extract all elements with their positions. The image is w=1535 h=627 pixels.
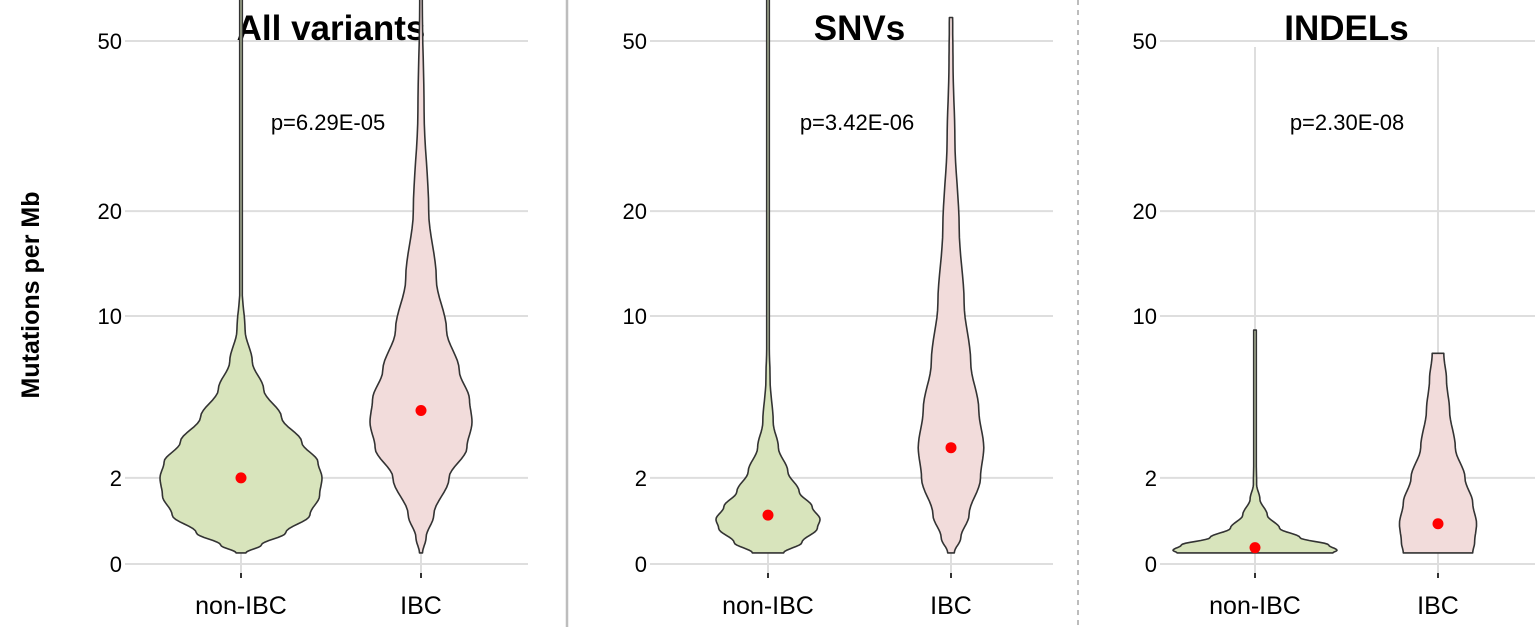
- mean-point-non-IBC: [1249, 542, 1261, 554]
- y-tick-label: 0: [1145, 552, 1157, 577]
- panel-title: SNVs: [814, 9, 905, 48]
- y-axis-label: Mutations per Mb: [17, 192, 45, 399]
- p-value-annotation: p=3.42E-06: [800, 110, 914, 135]
- panels: 02102050100All variantsnon-IBCIBCp=6.29E…: [98, 0, 1535, 620]
- p-value-annotation: p=2.30E-08: [1290, 110, 1404, 135]
- violin-IBC: [1398, 352, 1478, 554]
- y-tick-label: 2: [1145, 466, 1157, 491]
- violin-IBC: [369, 0, 473, 554]
- x-tick-label: non-IBC: [195, 592, 287, 620]
- y-tick-label: 0: [110, 552, 122, 577]
- x-tick-label: IBC: [930, 592, 972, 620]
- y-tick-label: 20: [1133, 199, 1157, 224]
- y-tick-label: 50: [1133, 29, 1157, 54]
- panel-title: All variants: [237, 9, 426, 48]
- x-tick-label: IBC: [400, 592, 442, 620]
- x-tick-label: non-IBC: [1209, 592, 1301, 620]
- violin-non-IBC: [159, 0, 323, 554]
- y-tick-label: 10: [1133, 304, 1157, 329]
- mean-point-IBC: [945, 442, 957, 454]
- panel-title: INDELs: [1284, 9, 1408, 48]
- mean-point-non-IBC: [235, 472, 247, 484]
- y-tick-label: 20: [98, 199, 122, 224]
- y-tick-label: 2: [635, 466, 647, 491]
- p-value-annotation: p=6.29E-05: [271, 110, 385, 135]
- violin-non-IBC: [715, 0, 821, 554]
- panel-0: 02102050100All variantsnon-IBCIBCp=6.29E…: [98, 0, 528, 620]
- y-tick-label: 50: [98, 29, 122, 54]
- violin-IBC: [917, 16, 985, 554]
- y-tick-label: 2: [110, 466, 122, 491]
- violin-non-IBC: [1172, 329, 1338, 554]
- y-tick-label: 50: [623, 29, 647, 54]
- y-tick-label: 10: [623, 304, 647, 329]
- mean-point-IBC: [415, 404, 427, 416]
- mean-point-non-IBC: [762, 509, 774, 521]
- x-tick-label: non-IBC: [722, 592, 814, 620]
- y-tick-label: 20: [623, 199, 647, 224]
- y-tick-label: 0: [635, 552, 647, 577]
- x-tick-label: IBC: [1417, 592, 1459, 620]
- mean-point-IBC: [1432, 518, 1444, 530]
- y-tick-label: 10: [98, 304, 122, 329]
